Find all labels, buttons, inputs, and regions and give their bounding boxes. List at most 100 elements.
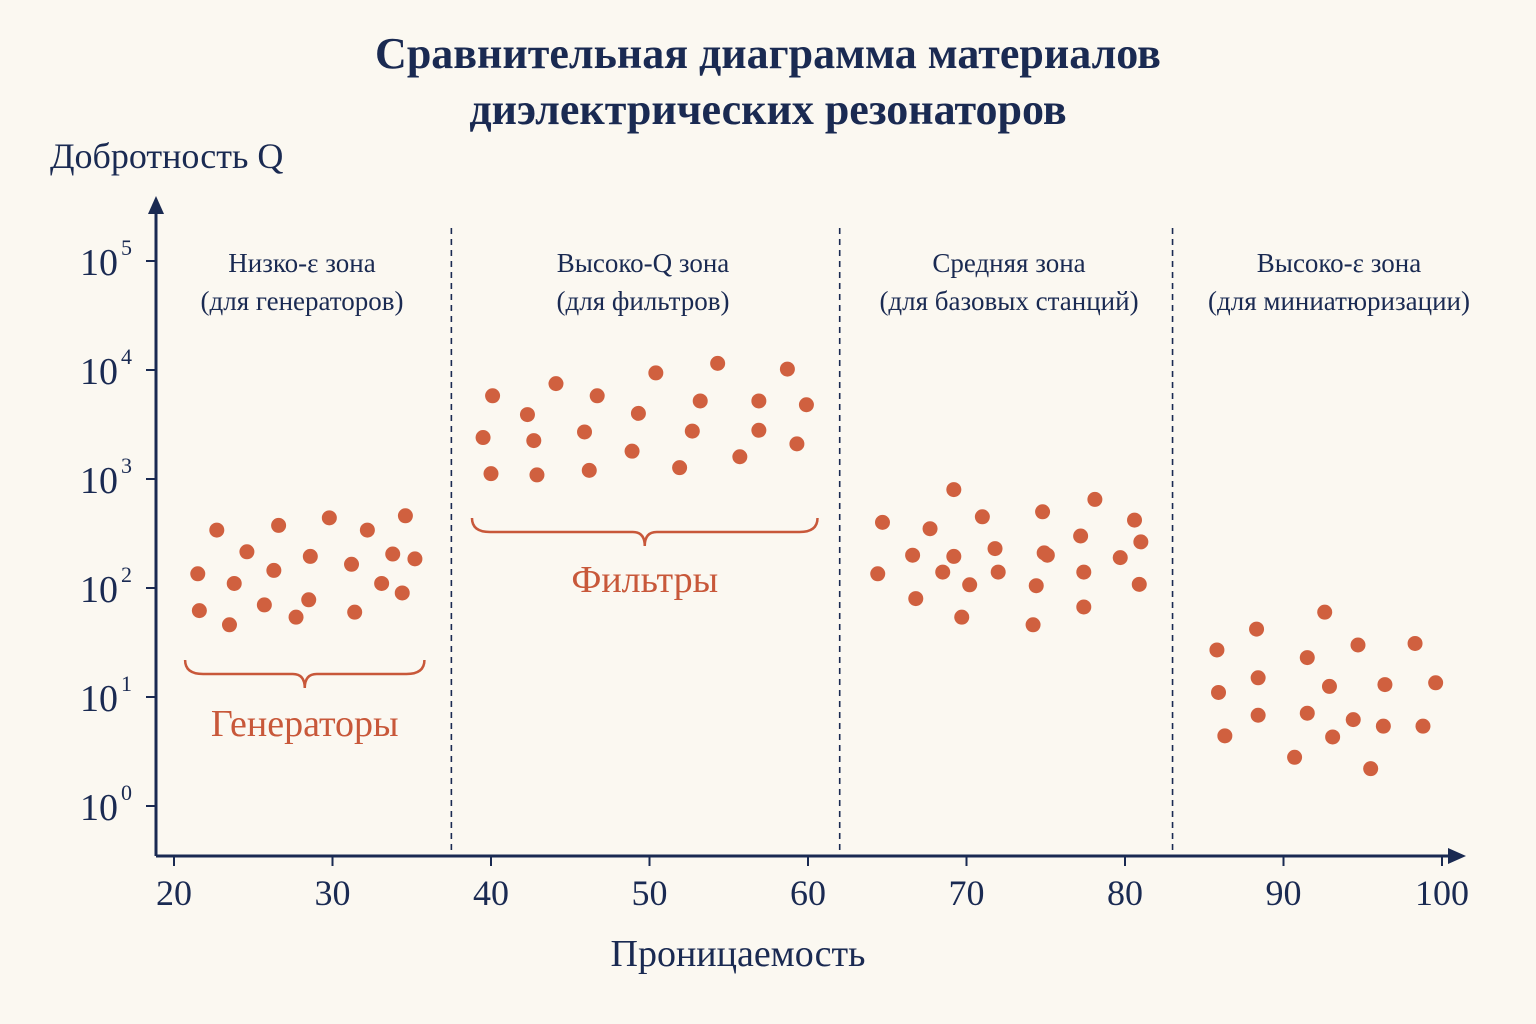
data-point [577,424,593,440]
data-point [344,556,360,572]
data-point [624,443,640,459]
data-point [1299,650,1315,666]
y-tick-exponent-2: 2 [121,562,132,587]
data-point [209,522,225,538]
data-point [1377,677,1393,693]
y-tick-label-1: 10 [80,678,118,720]
data-point [1407,635,1423,651]
y-tick-label-3: 10 [80,460,118,502]
data-points [190,355,1444,777]
data-point [302,548,318,564]
data-point [648,365,664,381]
data-point [1345,712,1361,728]
zone-subtitle-0: (для генераторов) [201,286,404,316]
y-tick-label-5: 10 [80,242,118,284]
data-point [191,603,207,619]
chart-title-line-2: диэлектрических резонаторов [469,85,1067,134]
data-point [946,548,962,564]
x-tick-label-30: 30 [315,873,351,913]
annotation-label-1: Фильтры [571,559,718,601]
data-point [321,510,337,526]
data-point [1321,678,1337,694]
data-point [1087,491,1103,507]
data-point [1317,604,1333,620]
data-point [190,566,206,582]
zone-title-3: Высоко-ε зона [1257,248,1421,278]
data-point [266,562,282,578]
data-point [922,521,938,537]
data-point [347,604,363,620]
data-point [301,592,317,608]
data-point [1131,576,1147,592]
data-point [226,575,242,591]
data-point [874,514,890,530]
data-point [732,449,748,465]
data-point [710,355,726,371]
data-point [751,393,767,409]
data-point [987,541,1003,557]
data-point [394,585,410,601]
data-point [397,508,413,524]
data-point [684,423,700,439]
data-point [946,482,962,498]
data-point [1073,528,1089,544]
data-point [1375,718,1391,734]
y-tick-exponent-4: 4 [121,344,132,369]
y-tick-exponent-5: 5 [121,235,132,260]
data-point [990,564,1006,580]
y-tick-exponent-3: 3 [121,453,132,478]
data-point [908,591,924,607]
zone-subtitle-1: (для фильтров) [557,286,730,316]
zone-subtitle-2: (для базовых станций) [879,286,1138,316]
y-tick-label-4: 10 [80,351,118,393]
zone-title-2: Средняя зона [932,248,1085,278]
data-point [1249,621,1265,637]
data-point [221,617,237,633]
x-tick-label-70: 70 [949,873,985,913]
data-point [1127,512,1143,528]
annotation-brace-1 [470,517,819,547]
data-point [529,467,545,483]
data-point [672,460,688,476]
data-point [519,407,535,423]
data-point [374,575,390,591]
x-tick-label-20: 20 [156,873,192,913]
data-point [1325,729,1341,745]
x-tick-label-100: 100 [1415,873,1469,913]
data-point [548,376,564,392]
data-point [1076,599,1092,615]
data-point [1428,675,1444,691]
data-point [1217,728,1233,744]
data-point [905,547,921,563]
data-point [1039,547,1055,563]
data-point [407,551,423,567]
data-point [1363,761,1379,777]
data-point [954,609,970,625]
data-point [288,609,304,625]
y-axis-label: Добротность Q [50,136,284,176]
x-tick-label-80: 80 [1107,873,1143,913]
annotation-label-0: Генераторы [211,703,399,745]
annotation-brace-0 [183,659,426,689]
x-tick-label-50: 50 [632,873,668,913]
zone-subtitle-3: (для миниатюризации) [1208,286,1470,316]
data-point [1209,642,1225,658]
x-tick-label-90: 90 [1266,873,1302,913]
chart-title-line-1: Сравнительная диаграмма материалов [375,29,1161,78]
data-point [1211,684,1227,700]
data-point [1028,578,1044,594]
data-point [974,509,990,525]
y-tick-exponent-0: 0 [121,780,132,805]
data-point [1299,705,1315,721]
data-point [385,546,401,562]
data-point [589,388,605,404]
data-point [630,405,646,421]
data-point [870,566,886,582]
data-point [1112,550,1128,566]
data-point [475,430,491,446]
data-point [779,361,795,377]
data-point [1035,504,1051,520]
data-point [239,544,255,560]
data-point [1250,670,1266,686]
